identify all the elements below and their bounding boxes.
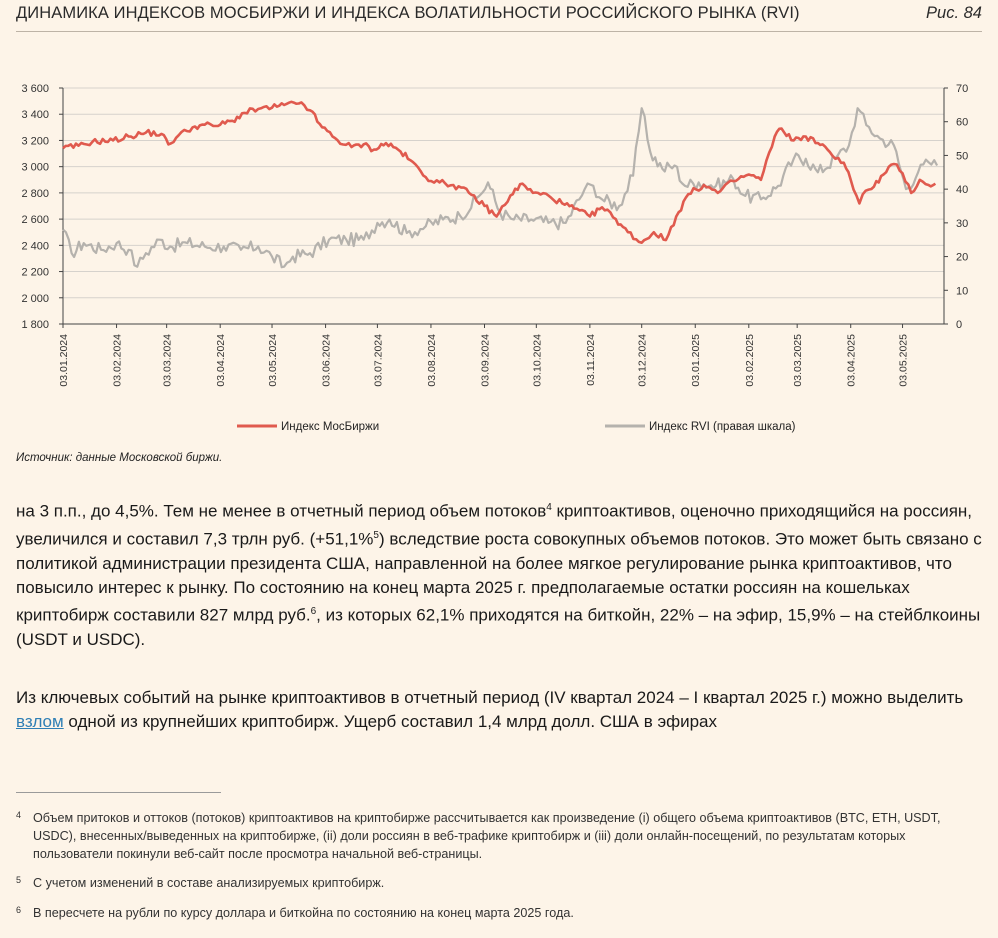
y-left-tick-label: 2 400 [21, 240, 49, 252]
moex-series-line [62, 100, 937, 244]
body-paragraph-1: на 3 п.п., до 4,5%. Тем не менее в отчет… [16, 496, 984, 652]
y-right-tick-label: 30 [956, 218, 968, 230]
footnote-6-text: В пересчете на рубли по курсу доллара и … [33, 906, 574, 920]
y-right-tick-label: 60 [956, 117, 968, 129]
legend-label-rvi: Индекс RVI (правая шкала) [649, 421, 796, 433]
x-tick-label: 03.09.2024 [479, 334, 491, 387]
y-left-tick-label: 3 000 [21, 162, 49, 174]
chart-source-note: Источник: данные Московской биржи. [16, 452, 223, 464]
footnote-6-mark: 6 [16, 905, 22, 915]
moex-rvi-line-chart: 1 800 2 000 2 200 2 400 2 600 2 800 3 000 3 200… [21, 83, 968, 433]
rvi-series-line [62, 107, 939, 269]
y-right-tick-label: 0 [956, 319, 962, 331]
footnote-4-mark: 4 [16, 810, 22, 820]
p2-text-a: Из ключевых событий на рынке криптоактив… [16, 688, 964, 707]
footnote-ref-5[interactable]: 5 [373, 529, 379, 541]
x-tick-label: 03.02.2024 [112, 334, 124, 387]
footnote-5-text: С учетом изменений в составе анализируем… [33, 876, 385, 890]
x-tick-label: 03.06.2024 [321, 334, 333, 387]
p1-text-d: , из которых 62,1% приходятся на биткойн… [16, 605, 981, 649]
footnote-6: 6 В пересчете на рубли по курсу доллара … [16, 904, 976, 922]
x-tick-label: 03.02.2025 [744, 334, 756, 387]
x-tick-label: 03.03.2024 [162, 334, 174, 387]
x-tick-label: 03.11.2024 [585, 334, 597, 386]
footnote-5: 5 С учетом изменений в составе анализиру… [16, 874, 976, 892]
y-right-tick-label: 40 [956, 184, 968, 196]
y-right-tick-label: 70 [956, 83, 968, 95]
y-right-tick-label: 20 [956, 252, 968, 264]
x-tick-label: 03.10.2024 [531, 334, 543, 387]
y-left-tick-label: 2 000 [21, 293, 49, 305]
p1-text-b: криптоактивов, оценочно приходящийся на … [16, 501, 973, 549]
x-tick-label: 03.05.2024 [267, 334, 279, 387]
p1-text-c: ) вследствие роста совокупных объемов по… [16, 529, 982, 625]
legend-label-moex: Индекс МосБиржи [281, 421, 379, 433]
figure-title: ДИНАМИКА ИНДЕКСОВ МОСБИРЖИ И ИНДЕКСА ВОЛ… [16, 4, 800, 22]
y-left-tick-label: 2 600 [21, 214, 49, 226]
footnote-5-mark: 5 [16, 875, 22, 885]
hack-link[interactable]: взлом [16, 712, 64, 732]
x-tick-label: 03.01.2024 [58, 334, 70, 387]
y-left-tick-label: 3 200 [21, 135, 49, 147]
y-left-tick-label: 3 400 [21, 109, 49, 121]
x-tick-label: 03.12.2024 [637, 334, 649, 387]
p2-text-b: одной из крупнейших криптобирж. Ущерб со… [63, 712, 718, 732]
y-left-tick-label: 1 800 [21, 319, 49, 331]
body-paragraph-2: Из ключевых событий на рынке криптоактив… [16, 686, 984, 734]
x-tick-label: 03.03.2025 [792, 334, 804, 387]
y-left-tick-label: 2 800 [21, 188, 49, 200]
y-right-tick-label: 50 [956, 150, 968, 162]
x-tick-label: 03.05.2025 [898, 334, 910, 387]
y-left-tick-label: 2 200 [21, 267, 49, 279]
x-tick-label: 03.07.2024 [372, 334, 384, 387]
footnote-ref-6[interactable]: 6 [310, 606, 317, 618]
x-tick-label: 03.01.2025 [690, 334, 702, 387]
figure-number: Рис. 84 [926, 4, 982, 22]
x-tick-label: 03.08.2024 [426, 334, 438, 387]
p1-text-a: на 3 п.п., до 4,5%. Тем не менее в отчет… [16, 501, 547, 521]
footnote-4-text: Объем притоков и оттоков (потоков) крипт… [33, 811, 941, 861]
footnote-4: 4 Объем притоков и оттоков (потоков) кри… [16, 809, 976, 863]
footnote-ref-4[interactable]: 4 [546, 502, 552, 513]
title-divider [16, 31, 982, 32]
y-left-tick-label: 3 600 [21, 83, 49, 95]
y-right-tick-label: 10 [956, 285, 968, 297]
x-tick-label: 03.04.2025 [846, 334, 858, 387]
x-tick-label: 03.04.2024 [215, 334, 227, 387]
footnote-divider [16, 792, 221, 793]
